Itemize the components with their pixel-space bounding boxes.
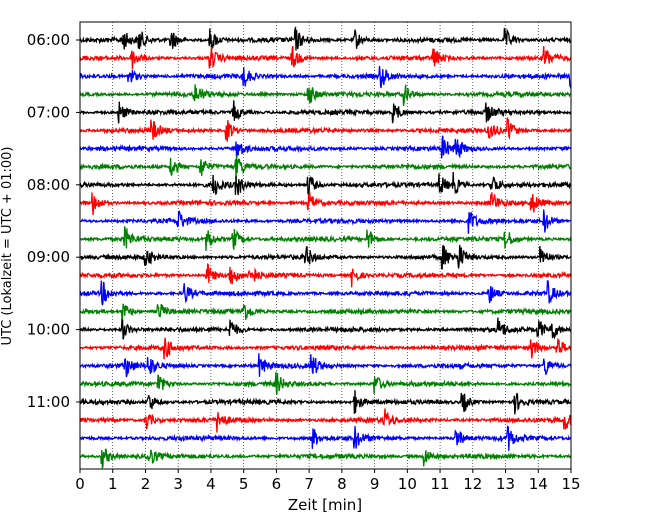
x-tick-label: 7	[304, 475, 314, 493]
trace-1100	[79, 390, 572, 415]
y-tick-label: 07:00	[27, 103, 70, 121]
x-tick-label: 12	[463, 475, 482, 493]
x-tick-label: 14	[529, 475, 548, 493]
trace-0900	[79, 244, 572, 270]
y-tick-label: 10:00	[27, 321, 70, 339]
x-axis-ticks: 0 1 2 3 4 5 6 7 8 9 10 11 12 13 14 15	[75, 469, 581, 493]
x-tick-label: 10	[398, 475, 417, 493]
trace-0715	[79, 117, 572, 142]
trace-0615	[79, 46, 572, 70]
x-axis-label: Zeit [min]	[288, 496, 362, 514]
plot-frame	[79, 21, 572, 470]
x-tick-label: 1	[108, 475, 118, 493]
x-tick-label: 2	[141, 475, 151, 493]
trace-1145	[79, 448, 572, 470]
y-tick-label: 06:00	[27, 31, 70, 49]
seismogram-traces	[79, 25, 572, 470]
x-tick-label: 11	[431, 475, 450, 493]
trace-0745	[79, 155, 572, 180]
x-tick-label: 8	[337, 475, 347, 493]
x-tick-label: 3	[173, 475, 183, 493]
trace-0700	[79, 100, 572, 124]
trace-0800	[79, 171, 572, 196]
x-tick-label: 0	[75, 475, 85, 493]
trace-0730	[79, 135, 572, 160]
trace-0930	[79, 280, 572, 306]
trace-0845	[79, 226, 572, 252]
y-tick-label: 09:00	[27, 248, 70, 266]
trace-1130	[79, 425, 572, 451]
trace-1000	[79, 317, 572, 340]
trace-1045	[79, 371, 572, 395]
y-tick-label: 08:00	[27, 176, 70, 194]
x-tick-label: 13	[496, 475, 515, 493]
x-tick-label: 15	[561, 475, 580, 493]
trace-0915	[79, 263, 572, 288]
trace-0815	[79, 191, 572, 216]
trace-0600	[79, 25, 572, 51]
x-tick-label: 4	[206, 475, 216, 493]
trace-1115	[79, 408, 572, 433]
x-tick-label: 5	[239, 475, 249, 493]
trace-1015	[79, 337, 572, 360]
trace-0630	[79, 65, 572, 89]
y-axis-ticks: 06:00 07:00 08:00 09:00 10:00 11:00	[27, 31, 80, 411]
trace-1030	[79, 353, 572, 378]
trace-0645	[79, 84, 572, 107]
trace-0830	[79, 209, 572, 234]
y-axis-label: UTC (Lokalzeit = UTC + 01:00)	[0, 147, 15, 346]
y-tick-label: 11:00	[27, 393, 70, 411]
x-tick-label: 9	[370, 475, 380, 493]
trace-0945	[79, 303, 572, 322]
x-tick-label: 6	[272, 475, 282, 493]
